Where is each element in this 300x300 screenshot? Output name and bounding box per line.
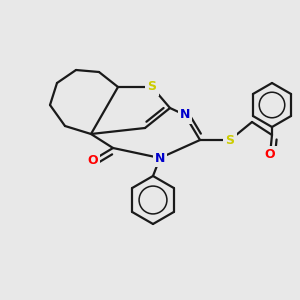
Text: O: O (265, 148, 275, 161)
Text: S: S (148, 80, 157, 94)
Text: N: N (180, 109, 190, 122)
Text: O: O (88, 154, 98, 166)
Text: S: S (226, 134, 235, 146)
Text: N: N (155, 152, 165, 164)
